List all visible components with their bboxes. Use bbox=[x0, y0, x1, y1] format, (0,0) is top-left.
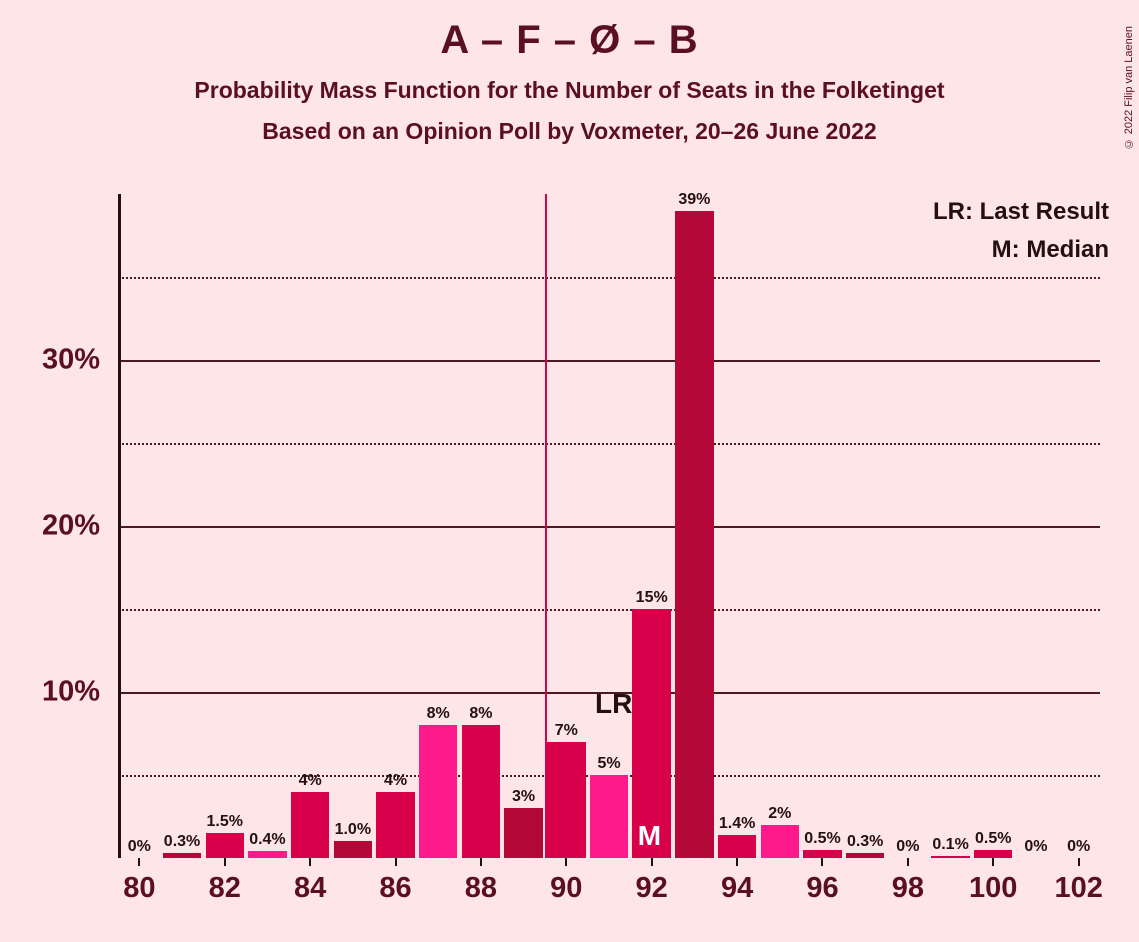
bar bbox=[291, 792, 329, 858]
x-axis-label: 94 bbox=[721, 872, 753, 905]
x-axis-label: 92 bbox=[636, 872, 668, 905]
bar bbox=[163, 853, 201, 858]
bar-value-label: 0.3% bbox=[847, 833, 883, 851]
bar-value-label: 8% bbox=[469, 705, 492, 723]
bar-value-label: 1.0% bbox=[335, 821, 371, 839]
bar bbox=[675, 211, 713, 858]
y-axis-label: 10% bbox=[42, 676, 100, 709]
bar bbox=[974, 850, 1012, 858]
gridline-major bbox=[118, 526, 1100, 528]
gridline-major bbox=[118, 360, 1100, 362]
chart-subtitle-1: Probability Mass Function for the Number… bbox=[0, 77, 1139, 104]
bar-value-label: 5% bbox=[597, 755, 620, 773]
last-result-line bbox=[545, 194, 547, 858]
bar bbox=[590, 775, 628, 858]
bar-value-label: 15% bbox=[636, 589, 668, 607]
chart-subtitle-2: Based on an Opinion Poll by Voxmeter, 20… bbox=[0, 118, 1139, 145]
bar-value-label: 8% bbox=[427, 705, 450, 723]
bar-value-label: 7% bbox=[555, 722, 578, 740]
x-tick bbox=[907, 858, 909, 866]
bar-value-label: 0% bbox=[896, 838, 919, 856]
bar-value-label: 3% bbox=[512, 788, 535, 806]
bar-value-label: 0.4% bbox=[249, 831, 285, 849]
x-tick bbox=[821, 858, 823, 866]
x-tick bbox=[224, 858, 226, 866]
bar bbox=[761, 825, 799, 858]
x-axis-label: 90 bbox=[550, 872, 582, 905]
x-axis-label: 96 bbox=[806, 872, 838, 905]
x-axis-label: 80 bbox=[123, 872, 155, 905]
x-tick bbox=[1078, 858, 1080, 866]
copyright: © 2022 Filip van Laenen bbox=[1123, 26, 1135, 149]
bar-value-label: 0.1% bbox=[932, 836, 968, 854]
bar bbox=[206, 833, 244, 858]
y-axis bbox=[118, 194, 121, 858]
x-axis-label: 88 bbox=[465, 872, 497, 905]
bar-value-label: 0.5% bbox=[975, 830, 1011, 848]
x-tick bbox=[395, 858, 397, 866]
bar-value-label: 0% bbox=[1024, 838, 1047, 856]
chart-title: A – F – Ø – B bbox=[0, 18, 1139, 63]
bar-value-label: 0.5% bbox=[804, 830, 840, 848]
bar bbox=[248, 851, 286, 858]
median-label: M bbox=[638, 820, 661, 852]
bar bbox=[504, 808, 542, 858]
bar bbox=[846, 853, 884, 858]
x-tick bbox=[651, 858, 653, 866]
bar bbox=[376, 792, 414, 858]
bar bbox=[462, 725, 500, 858]
gridline-minor bbox=[118, 277, 1100, 279]
bar bbox=[334, 841, 372, 858]
gridline-minor bbox=[118, 609, 1100, 611]
x-axis-label: 84 bbox=[294, 872, 326, 905]
bar bbox=[803, 850, 841, 858]
x-tick bbox=[309, 858, 311, 866]
bar-value-label: 4% bbox=[299, 772, 322, 790]
x-tick bbox=[565, 858, 567, 866]
y-axis-label: 20% bbox=[42, 510, 100, 543]
chart-plot-area: 10%20%30%0%0.3%1.5%0.4%4%1.0%4%8%8%3%7%5… bbox=[118, 194, 1100, 858]
last-result-label: LR bbox=[595, 688, 632, 720]
x-tick bbox=[736, 858, 738, 866]
bar-value-label: 0.3% bbox=[164, 833, 200, 851]
bar-value-label: 39% bbox=[678, 191, 710, 209]
bar bbox=[547, 742, 585, 858]
bar-value-label: 2% bbox=[768, 805, 791, 823]
bar-value-label: 1.5% bbox=[207, 813, 243, 831]
bar-value-label: 0% bbox=[128, 838, 151, 856]
bar-value-label: 1.4% bbox=[719, 815, 755, 833]
x-tick bbox=[480, 858, 482, 866]
bar bbox=[419, 725, 457, 858]
bar-value-label: 0% bbox=[1067, 838, 1090, 856]
x-axis-label: 100 bbox=[969, 872, 1017, 905]
y-axis-label: 30% bbox=[42, 344, 100, 377]
x-axis-label: 82 bbox=[209, 872, 241, 905]
x-tick bbox=[992, 858, 994, 866]
x-axis-label: 98 bbox=[892, 872, 924, 905]
bar-value-label: 4% bbox=[384, 772, 407, 790]
x-tick bbox=[138, 858, 140, 866]
gridline-minor bbox=[118, 443, 1100, 445]
bar bbox=[718, 835, 756, 858]
x-axis-label: 86 bbox=[379, 872, 411, 905]
x-axis-label: 102 bbox=[1054, 872, 1102, 905]
bar bbox=[931, 856, 969, 858]
